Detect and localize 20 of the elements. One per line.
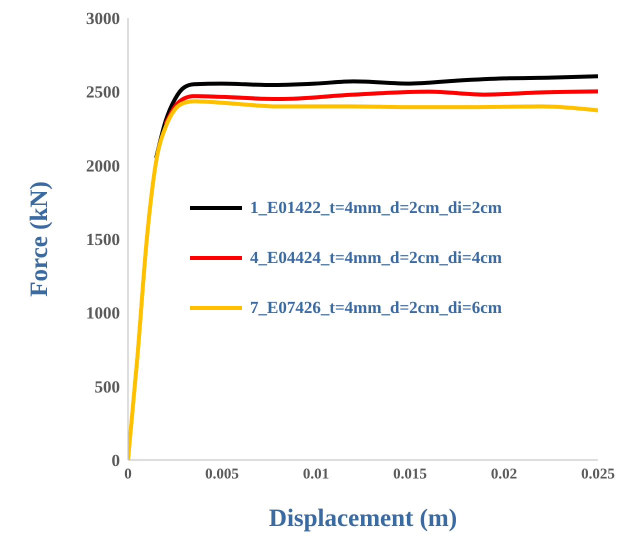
x-tick-label: 0: [124, 466, 132, 483]
x-tick-label: 0.02: [490, 466, 518, 483]
legend-label: 4_E04424_t=4mm_d=2cm_di=4cm: [250, 248, 502, 268]
legend-label: 1_E01422_t=4mm_d=2cm_di=2cm: [250, 198, 502, 218]
y-tick-label: 1500: [86, 230, 120, 250]
y-tick-label: 500: [94, 377, 120, 396]
y-tick-label: 1000: [86, 304, 120, 323]
y-axis-title: Force (kN): [26, 181, 53, 297]
y-tick-label: 2000: [86, 156, 120, 176]
line-series: [154, 74, 598, 160]
x-tick-label: 0.015: [393, 466, 427, 483]
y-tick-label: 2500: [86, 82, 120, 102]
x-tick-label: 0.025: [581, 466, 615, 483]
legend-label: 7_E07426_t=4mm_d=2cm_di=6cm: [250, 298, 502, 318]
x-tick-label: 0.01: [302, 466, 330, 483]
line-series: [164, 89, 598, 126]
y-tick-label: 3000: [86, 9, 120, 28]
x-tick-label: 0.005: [205, 466, 239, 483]
y-tick-label: 0: [112, 451, 120, 470]
x-axis-title: Displacement (m): [268, 505, 458, 532]
